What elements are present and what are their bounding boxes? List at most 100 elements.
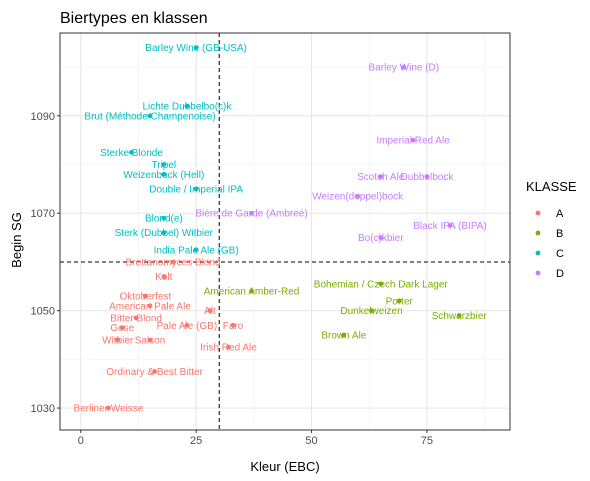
data-point <box>106 405 111 411</box>
data-point <box>147 113 153 119</box>
y-tick-label: 1050 <box>31 306 55 318</box>
grid-major <box>60 33 510 430</box>
data-point <box>226 344 231 350</box>
data-point <box>152 369 158 374</box>
point-label: Bitter Blond <box>110 313 162 324</box>
x-tick-label: 25 <box>190 435 202 447</box>
point-label: Brut (Méthode Champenoise) <box>84 111 215 122</box>
data-point <box>193 247 199 253</box>
data-point <box>193 186 199 192</box>
data-point <box>184 103 190 109</box>
point-label: Brettanomyces Blond <box>126 257 221 268</box>
chart-title: Biertypes en klassen <box>60 10 208 27</box>
point-label: Scotch Ale <box>357 172 405 183</box>
point-label: Barley Wine (GB-USA) <box>145 43 247 54</box>
legend-label: D <box>556 268 564 280</box>
data-point <box>230 322 236 328</box>
point-label: American Pale Ale <box>109 301 191 312</box>
point-label: Schwarzbier <box>432 311 488 322</box>
legend-key <box>535 210 541 216</box>
point-label: Weizen(doppel)bock <box>312 192 404 203</box>
y-tick-label: 1090 <box>31 111 55 123</box>
y-axis-title: Begin SG <box>9 212 24 268</box>
point-label: Tripel <box>152 160 177 171</box>
data-point <box>456 313 462 318</box>
data-point <box>341 332 347 338</box>
point-label: Blond(e) <box>145 214 183 225</box>
data-point <box>355 193 361 199</box>
x-axis-ticks: 0 25 50 75 <box>78 430 433 447</box>
point-label: Brown Ale <box>321 331 366 342</box>
data-point <box>170 259 176 265</box>
y-axis-ticks: 1030 1050 1070 1090 <box>31 111 60 415</box>
point-label: Ordinary & Best Bitter <box>106 367 203 378</box>
data-point <box>184 322 190 328</box>
x-tick-label: 0 <box>78 435 84 447</box>
data-point <box>161 215 167 221</box>
point-label: India Pale Ale (GB) <box>154 245 239 256</box>
point-label: Bo(c)kbier <box>358 233 404 244</box>
data-point <box>378 174 384 180</box>
point-label: Bière de Garde (Ambreé) <box>195 209 307 220</box>
legend-label: A <box>556 208 564 220</box>
x-tick-label: 75 <box>421 435 433 447</box>
data-point <box>129 149 134 155</box>
data-point <box>378 235 384 240</box>
data-points <box>106 45 462 411</box>
y-tick-label: 1070 <box>31 208 55 220</box>
point-label: Sterk (Dubbel) Witbier <box>115 228 214 239</box>
legend-key <box>535 230 541 236</box>
point-label: Irish Red Ale <box>200 343 257 354</box>
legend-key <box>535 270 541 276</box>
point-label: Faro <box>223 321 244 332</box>
reference-lines <box>60 33 510 430</box>
data-point <box>147 337 153 343</box>
point-label: Black IPA (BIPA) <box>413 221 487 232</box>
data-point <box>161 171 167 177</box>
data-point <box>396 298 402 304</box>
legend-key <box>535 250 541 256</box>
point-label: Berliner Weisse <box>74 404 144 415</box>
data-point <box>147 303 153 309</box>
point-label: Bohemian / Czech Dark Lager <box>314 279 449 290</box>
point-label: Gose <box>110 323 134 334</box>
data-point <box>115 337 121 343</box>
data-point <box>249 210 254 216</box>
legend-label: B <box>556 228 563 240</box>
plot-panel <box>59 32 511 431</box>
point-label: Double / Imperial IPA <box>149 184 243 195</box>
point-label: Imperial Red Ale <box>376 136 450 147</box>
y-tick-label: 1030 <box>31 403 55 415</box>
x-axis-title: Kleur (EBC) <box>250 459 319 474</box>
data-point <box>161 162 167 167</box>
data-point <box>249 288 254 294</box>
point-label: Saison <box>135 335 166 346</box>
data-point <box>447 223 453 228</box>
data-point <box>410 137 416 143</box>
plot-border <box>59 32 511 431</box>
point-labels: Berliner Weisse Ordinary & Best Bitter Iri… <box>74 43 488 414</box>
data-point <box>161 274 167 279</box>
data-point <box>161 230 167 236</box>
data-point <box>378 281 384 287</box>
point-label: American Amber-Red <box>204 287 300 298</box>
data-point <box>119 325 125 331</box>
data-point <box>142 293 148 299</box>
point-label: Barley Wine (D) <box>369 63 440 74</box>
point-label: Kolt <box>155 272 172 283</box>
point-label: Witbier <box>102 335 134 346</box>
x-tick-label: 50 <box>305 435 317 447</box>
data-point <box>133 315 139 321</box>
data-point <box>207 308 213 314</box>
point-label: Dunkelweizen <box>340 306 402 317</box>
point-label: Alt <box>204 306 216 317</box>
point-label: Pale Ale (GB) <box>157 321 218 332</box>
data-point <box>369 308 374 314</box>
point-label: Dubbelbock <box>401 172 455 183</box>
legend-title: KLASSE <box>526 179 577 194</box>
point-label: Weizenbock (Hell) <box>123 170 204 181</box>
data-point <box>193 45 199 51</box>
